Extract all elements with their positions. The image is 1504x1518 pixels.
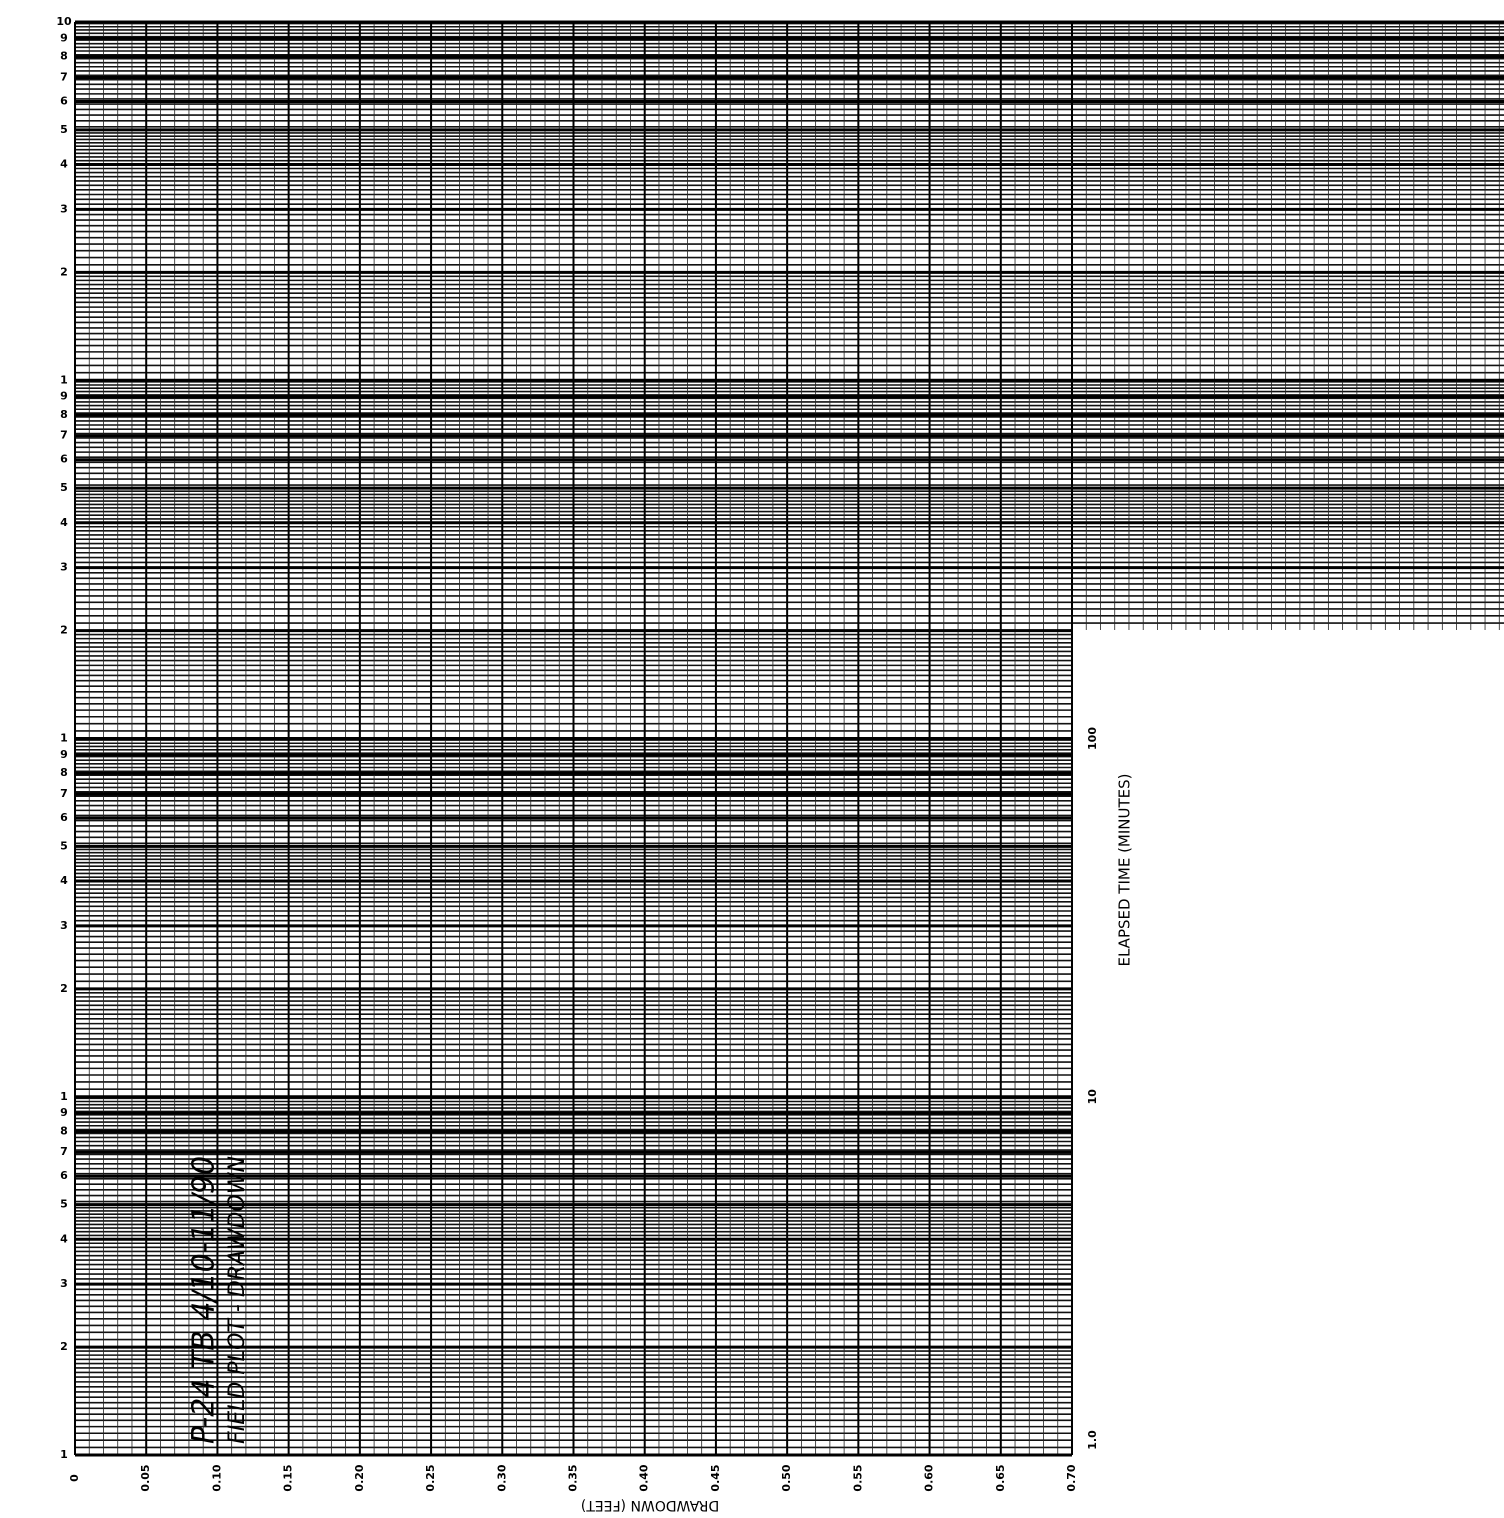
x-tick-label: 0.55 [851, 1464, 864, 1491]
graph-paper [74, 20, 1504, 1457]
y-tick-label: 3 [60, 561, 68, 574]
y-tick-label: 2 [60, 982, 68, 995]
y-tick-label: 9 [60, 31, 68, 44]
y-axis-label: ELAPSED TIME (MINUTES) [1116, 773, 1134, 966]
y2-tick-label: 100 [1086, 727, 1099, 750]
y-tick-label: 5 [60, 1198, 68, 1211]
x-tick-label: 0.30 [495, 1464, 508, 1491]
y-tick-label: 2 [60, 265, 68, 278]
y-tick-label: 5 [60, 481, 68, 494]
y-tick-label: 10 [56, 15, 72, 28]
y-tick-label: 3 [60, 919, 68, 932]
y-tick-label: 5 [60, 123, 68, 136]
chart-subtitle: FIELD PLOT - DRAWDOWN [225, 1156, 250, 1444]
y-tick-label: 7 [60, 429, 68, 442]
y-tick-label: 9 [60, 1106, 68, 1119]
y-tick-label: 4 [60, 1232, 68, 1245]
y-tick-label: 2 [60, 1340, 68, 1353]
y2-tick-label: 1.0 [1086, 1430, 1099, 1450]
y-tick-label: 7 [60, 70, 68, 83]
y-tick-label: 8 [60, 50, 68, 63]
x-tick-label: 0.05 [139, 1464, 152, 1491]
y-tick-label: 4 [60, 516, 68, 529]
chart-title: P-24 TB 4/10-11/90 [187, 1156, 222, 1444]
y-tick-label: 4 [60, 158, 68, 171]
x-tick-label: 0.45 [709, 1464, 722, 1491]
y-tick-label: 2 [60, 624, 68, 637]
x-tick-label: 0.60 [923, 1464, 936, 1491]
x-tick-label: 0.65 [994, 1464, 1007, 1491]
y-tick-label: 1 [60, 1090, 68, 1103]
x-tick-label: 0.35 [567, 1464, 580, 1491]
y-tick-label: 7 [60, 1145, 68, 1158]
x-tick-label: 0.15 [282, 1464, 295, 1491]
y-tick-label: 1 [60, 1448, 68, 1461]
y-tick-label: 6 [60, 94, 68, 107]
x-tick-label: 0.25 [424, 1464, 437, 1491]
y-tick-label: 8 [60, 1124, 68, 1137]
y-tick-label: 6 [60, 1169, 68, 1182]
y-tick-label: 5 [60, 839, 68, 852]
x-tick-label: 0.50 [780, 1464, 793, 1491]
x-tick-label: 0 [68, 1474, 81, 1482]
y-tick-label: 3 [60, 1277, 68, 1290]
x-tick-label: 0.10 [210, 1464, 223, 1491]
y-tick-label: 6 [60, 811, 68, 824]
y-tick-label: 9 [60, 748, 68, 761]
y-tick-label: 3 [60, 202, 68, 215]
y-tick-label: 8 [60, 766, 68, 779]
y-tick-label: 6 [60, 453, 68, 466]
y-tick-label: 1 [60, 732, 68, 745]
x-tick-label: 0.20 [353, 1464, 366, 1491]
x-tick-label: 0.70 [1065, 1464, 1078, 1491]
y-tick-label: 9 [60, 390, 68, 403]
y-tick-label: 8 [60, 408, 68, 421]
y2-tick-label: 10 [1086, 1089, 1099, 1105]
x-axis-label: DRAWDOWN (FEET) [581, 1497, 719, 1513]
y-tick-label: 4 [60, 874, 68, 887]
x-tick-label: 0.40 [638, 1464, 651, 1491]
y-tick-label: 7 [60, 787, 68, 800]
y-tick-label: 1 [60, 373, 68, 386]
